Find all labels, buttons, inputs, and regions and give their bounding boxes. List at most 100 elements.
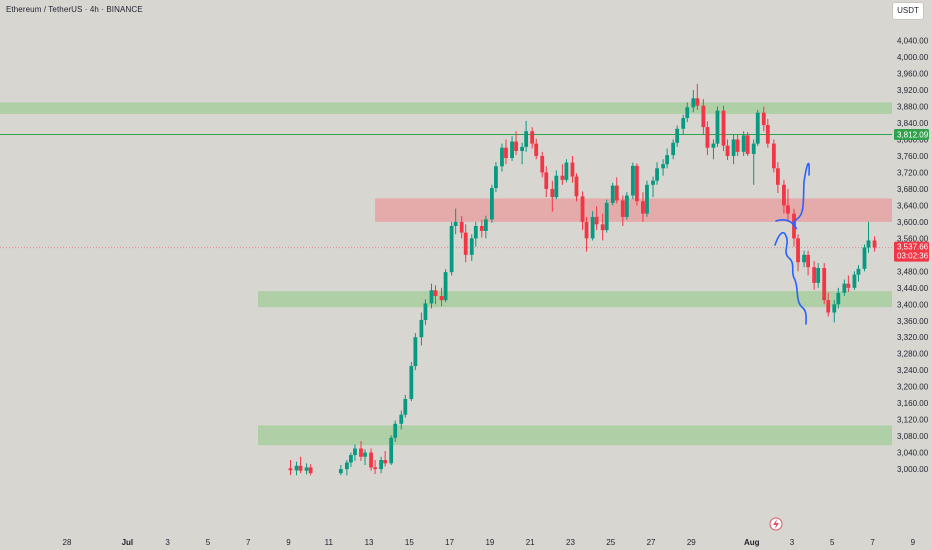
candle-body bbox=[802, 254, 806, 263]
candle-body bbox=[469, 238, 474, 255]
candle bbox=[725, 139, 730, 161]
candle-body bbox=[782, 184, 786, 206]
candle bbox=[344, 460, 349, 476]
time-tick-label: 9 bbox=[286, 538, 291, 547]
price-tick-label: 3,400.00 bbox=[897, 300, 929, 309]
candle bbox=[836, 287, 841, 309]
candle bbox=[560, 164, 565, 185]
candle bbox=[590, 211, 595, 241]
candle-body bbox=[554, 175, 559, 198]
candle-body bbox=[796, 238, 800, 263]
candle-body bbox=[822, 268, 827, 301]
candle bbox=[866, 221, 871, 253]
time-tick-label: 28 bbox=[63, 538, 72, 547]
candle-body bbox=[580, 196, 585, 222]
candle bbox=[308, 464, 313, 476]
candle bbox=[419, 312, 424, 346]
candle bbox=[379, 456, 384, 474]
candle-body bbox=[570, 162, 575, 177]
candle bbox=[373, 460, 377, 475]
candle bbox=[540, 151, 545, 178]
level-price-tag bbox=[894, 128, 929, 140]
currency-button[interactable]: USDT bbox=[892, 2, 924, 20]
candle bbox=[741, 131, 746, 156]
price-tick-label: 3,200.00 bbox=[897, 383, 929, 392]
candle-body bbox=[832, 304, 837, 313]
candle bbox=[449, 221, 454, 276]
candle bbox=[705, 121, 710, 156]
candle bbox=[349, 452, 353, 468]
symbol-title: Ethereum / TetherUS · 4h · BINANCE bbox=[6, 5, 143, 14]
candle-body bbox=[584, 221, 589, 239]
candle bbox=[655, 162, 659, 185]
candle-body bbox=[655, 168, 659, 181]
price-tick-label: 3,640.00 bbox=[897, 201, 929, 210]
candle bbox=[701, 99, 706, 135]
candle-body bbox=[439, 296, 444, 301]
candle-body bbox=[429, 290, 434, 304]
time-tick-label: 19 bbox=[485, 538, 494, 547]
candle-body bbox=[544, 172, 549, 189]
candle-body bbox=[423, 303, 428, 320]
candle-body bbox=[721, 110, 726, 146]
candle-body bbox=[761, 112, 766, 126]
time-tick-label: 13 bbox=[365, 538, 374, 547]
candle bbox=[463, 224, 468, 263]
candle-body bbox=[383, 460, 388, 464]
candle-body bbox=[691, 98, 696, 108]
candle bbox=[413, 333, 418, 371]
candle bbox=[786, 188, 790, 222]
price-tick-label: 3,160.00 bbox=[897, 399, 929, 408]
candle-body bbox=[635, 165, 639, 202]
time-tick-label: 17 bbox=[445, 538, 454, 547]
candle bbox=[534, 138, 539, 160]
candle-body bbox=[671, 142, 676, 156]
candle-body bbox=[459, 221, 464, 233]
drawing-path bbox=[774, 231, 807, 325]
support-zone bbox=[258, 291, 892, 308]
price-tick-label: 3,000.00 bbox=[897, 465, 929, 474]
resistance-zone bbox=[375, 198, 892, 222]
candle-body bbox=[574, 176, 579, 197]
candle-body bbox=[540, 155, 545, 173]
candle bbox=[288, 460, 293, 476]
candle bbox=[433, 285, 438, 305]
candle-body bbox=[665, 155, 670, 165]
price-tick-label: 3,720.00 bbox=[897, 168, 929, 177]
price-tick-label: 3,440.00 bbox=[897, 284, 929, 293]
time-tick-label: 3 bbox=[790, 538, 795, 547]
candle bbox=[298, 456, 303, 474]
candle-body bbox=[620, 200, 625, 217]
candle bbox=[554, 170, 559, 200]
candle-body bbox=[399, 414, 404, 424]
candle bbox=[610, 182, 615, 206]
drawing-layer bbox=[769, 162, 810, 531]
price-tick-label: 3,120.00 bbox=[897, 416, 929, 425]
candle-body bbox=[695, 98, 700, 106]
time-tick-label: 15 bbox=[405, 538, 414, 547]
candle-body bbox=[479, 226, 484, 231]
candle-body bbox=[560, 175, 565, 180]
time-tick-label: 7 bbox=[246, 538, 251, 547]
candle bbox=[429, 283, 434, 309]
candle-body bbox=[600, 224, 605, 231]
candle bbox=[822, 263, 827, 305]
price-tick-label: 3,080.00 bbox=[897, 432, 929, 441]
candle-body bbox=[550, 188, 555, 198]
candle-body bbox=[288, 468, 293, 471]
countdown-text: 03:02:36 bbox=[897, 252, 929, 261]
zones-layer bbox=[0, 102, 892, 446]
candle bbox=[782, 179, 786, 214]
candle bbox=[755, 109, 760, 147]
candle bbox=[816, 263, 821, 288]
time-tick-label: 21 bbox=[526, 538, 535, 547]
candle-body bbox=[812, 267, 817, 283]
candle-body bbox=[604, 202, 609, 231]
candle-body bbox=[685, 107, 690, 119]
time-tick-label: Aug bbox=[744, 538, 760, 547]
candle bbox=[641, 192, 645, 222]
candle bbox=[483, 215, 488, 239]
